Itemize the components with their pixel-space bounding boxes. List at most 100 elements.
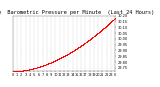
Point bbox=[102, 28, 105, 29]
Point bbox=[22, 70, 24, 71]
Point bbox=[46, 63, 49, 64]
Point bbox=[12, 71, 15, 72]
Point bbox=[82, 44, 84, 45]
Point bbox=[105, 25, 108, 26]
Point bbox=[40, 65, 42, 67]
Point bbox=[64, 55, 67, 56]
Point bbox=[70, 51, 73, 52]
Point bbox=[12, 71, 14, 72]
Point bbox=[35, 67, 38, 68]
Point bbox=[73, 49, 76, 50]
Point bbox=[104, 26, 107, 27]
Point bbox=[21, 70, 24, 71]
Point bbox=[24, 70, 26, 71]
Point bbox=[24, 70, 27, 71]
Point bbox=[84, 42, 86, 44]
Point bbox=[91, 37, 94, 38]
Point bbox=[101, 29, 104, 30]
Point bbox=[75, 48, 77, 50]
Point bbox=[31, 68, 33, 69]
Point bbox=[19, 70, 22, 72]
Point bbox=[103, 27, 105, 29]
Point bbox=[104, 27, 106, 28]
Point bbox=[17, 70, 19, 72]
Point bbox=[19, 70, 21, 72]
Point bbox=[110, 21, 112, 23]
Point bbox=[92, 36, 95, 37]
Point bbox=[30, 68, 33, 70]
Point bbox=[95, 33, 98, 35]
Point bbox=[62, 56, 65, 57]
Point bbox=[75, 48, 77, 50]
Point bbox=[99, 31, 101, 32]
Point bbox=[37, 66, 39, 68]
Point bbox=[28, 69, 31, 70]
Point bbox=[19, 70, 22, 72]
Point bbox=[39, 66, 42, 67]
Point bbox=[93, 36, 95, 37]
Point bbox=[16, 71, 18, 72]
Point bbox=[36, 67, 38, 68]
Point bbox=[78, 46, 80, 48]
Point bbox=[79, 45, 82, 47]
Point bbox=[71, 50, 74, 52]
Point bbox=[69, 52, 72, 53]
Point bbox=[14, 71, 16, 72]
Point bbox=[68, 52, 71, 54]
Point bbox=[35, 67, 38, 68]
Point bbox=[102, 28, 104, 29]
Point bbox=[47, 63, 49, 64]
Point bbox=[24, 69, 27, 71]
Point bbox=[51, 61, 53, 63]
Point bbox=[57, 58, 60, 60]
Point bbox=[109, 22, 112, 23]
Point bbox=[54, 60, 57, 61]
Point bbox=[105, 25, 108, 27]
Point bbox=[42, 64, 45, 66]
Point bbox=[102, 28, 105, 29]
Point bbox=[101, 29, 103, 30]
Point bbox=[63, 55, 66, 57]
Point bbox=[94, 34, 97, 36]
Point bbox=[27, 69, 30, 70]
Point bbox=[41, 65, 44, 66]
Point bbox=[22, 70, 25, 71]
Point bbox=[62, 56, 64, 57]
Point bbox=[113, 18, 116, 19]
Point bbox=[30, 68, 32, 70]
Point bbox=[44, 64, 47, 65]
Point bbox=[68, 53, 70, 54]
Point bbox=[71, 51, 73, 52]
Point bbox=[112, 19, 115, 20]
Point bbox=[84, 42, 87, 43]
Point bbox=[45, 64, 47, 65]
Point bbox=[101, 29, 104, 30]
Point bbox=[75, 48, 78, 49]
Point bbox=[60, 57, 62, 58]
Point bbox=[40, 65, 43, 67]
Point bbox=[107, 24, 109, 25]
Point bbox=[69, 52, 72, 53]
Point bbox=[31, 68, 33, 70]
Point bbox=[41, 65, 44, 66]
Point bbox=[105, 25, 107, 27]
Point bbox=[60, 57, 63, 58]
Point bbox=[82, 43, 85, 45]
Point bbox=[79, 45, 82, 47]
Point bbox=[109, 22, 111, 23]
Point bbox=[52, 61, 54, 62]
Point bbox=[112, 19, 115, 20]
Point bbox=[95, 33, 98, 35]
Point bbox=[34, 67, 36, 69]
Point bbox=[73, 50, 75, 51]
Point bbox=[96, 33, 99, 34]
Point bbox=[49, 62, 51, 64]
Point bbox=[108, 23, 110, 25]
Point bbox=[13, 71, 16, 72]
Point bbox=[79, 45, 82, 47]
Point bbox=[15, 71, 18, 72]
Point bbox=[42, 65, 45, 66]
Point bbox=[19, 70, 21, 72]
Point bbox=[26, 69, 28, 70]
Point bbox=[70, 51, 72, 53]
